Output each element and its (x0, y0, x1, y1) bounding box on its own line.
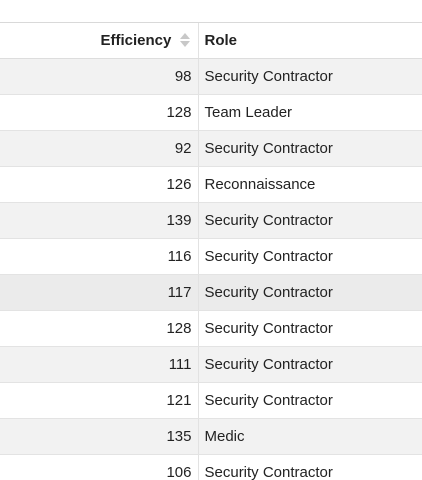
cell-efficiency: 117 (0, 274, 199, 311)
cell-efficiency: 126 (0, 166, 199, 203)
table-header: Efficiency Role (0, 23, 422, 59)
cell-efficiency: 135 (0, 418, 199, 455)
cell-efficiency: 128 (0, 94, 199, 131)
cell-role: Medic (198, 418, 422, 455)
cell-efficiency: 139 (0, 202, 199, 239)
cell-efficiency: 128 (0, 310, 199, 347)
cell-role: Reconnaissance (198, 166, 422, 203)
cell-role: Security Contractor (198, 202, 422, 239)
sort-icon[interactable] (179, 33, 190, 48)
cell-efficiency: 121 (0, 382, 199, 419)
cell-efficiency: 116 (0, 238, 199, 275)
table-row[interactable]: 128 Team Leader (0, 94, 422, 131)
table-row[interactable]: 111 Security Contractor (0, 346, 422, 383)
table-row[interactable]: 98 Security Contractor (0, 58, 422, 95)
table-row[interactable]: 92 Security Contractor (0, 130, 422, 167)
table-row[interactable]: 106 Security Contractor (0, 454, 422, 480)
cell-role: Security Contractor (198, 382, 422, 419)
cell-role: Security Contractor (198, 58, 422, 95)
cell-role: Team Leader (198, 94, 422, 131)
cell-role: Security Contractor (198, 346, 422, 383)
sort-ascending-icon (179, 33, 190, 40)
cell-role: Security Contractor (198, 130, 422, 167)
cell-efficiency: 111 (0, 346, 199, 383)
table-row[interactable]: 128 Security Contractor (0, 310, 422, 347)
column-header-efficiency[interactable]: Efficiency (0, 23, 199, 59)
table-row[interactable]: 139 Security Contractor (0, 202, 422, 239)
cell-role: Security Contractor (198, 274, 422, 311)
cell-role: Security Contractor (198, 310, 422, 347)
column-header-role[interactable]: Role (198, 23, 422, 59)
column-header-role-label: Role (204, 32, 238, 49)
header-row: Efficiency Role (0, 23, 422, 59)
cell-efficiency: 106 (0, 454, 199, 480)
table-row[interactable]: 126 Reconnaissance (0, 166, 422, 203)
cell-role: Security Contractor (198, 238, 422, 275)
sort-descending-icon (179, 41, 190, 48)
table-row[interactable]: 117 Security Contractor (0, 274, 422, 311)
table-row[interactable]: 135 Medic (0, 418, 422, 455)
table-top-strip (0, 0, 422, 23)
data-table: Efficiency Role 98 Security Contractor 128… (0, 23, 422, 480)
table-row[interactable]: 121 Security Contractor (0, 382, 422, 419)
cell-efficiency: 98 (0, 58, 199, 95)
table-body: 98 Security Contractor 128 Team Leader 92 Sec… (0, 58, 422, 480)
table-row[interactable]: 116 Security Contractor (0, 238, 422, 275)
column-header-efficiency-label: Efficiency (100, 32, 172, 49)
cell-role: Security Contractor (198, 454, 422, 480)
cell-efficiency: 92 (0, 130, 199, 167)
